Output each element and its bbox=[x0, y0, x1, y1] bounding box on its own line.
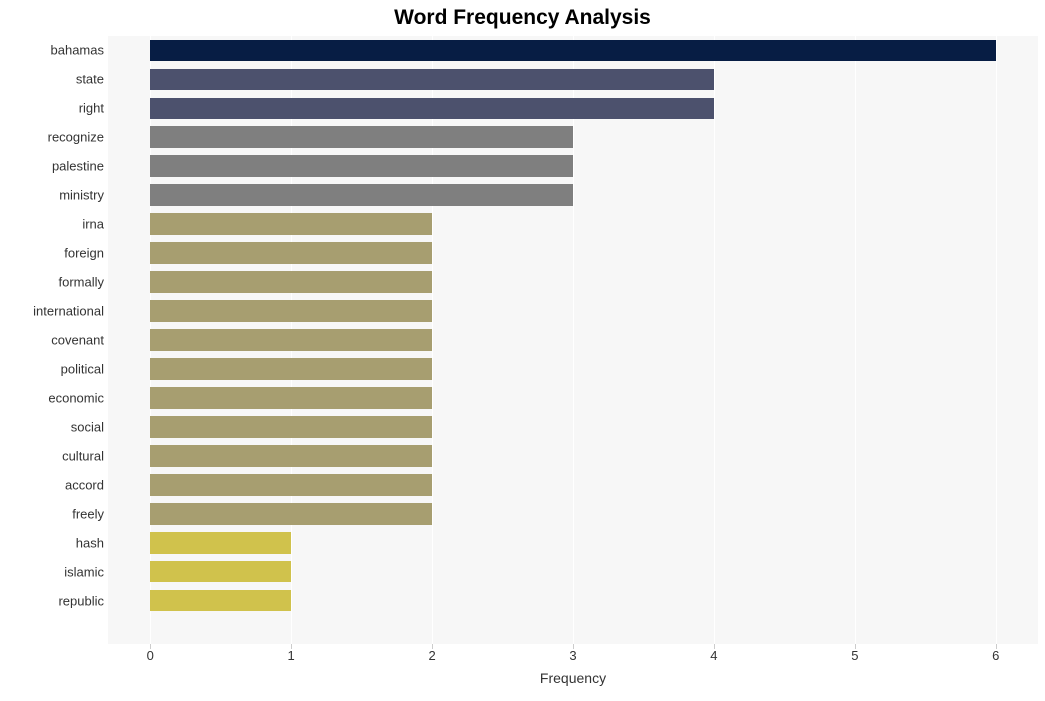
y-tick-label: foreign bbox=[0, 247, 104, 260]
gridline bbox=[573, 36, 574, 644]
bar bbox=[150, 387, 432, 409]
bar bbox=[150, 242, 432, 264]
x-tick-label: 0 bbox=[147, 648, 154, 663]
bar bbox=[150, 503, 432, 525]
gridline bbox=[996, 36, 997, 644]
bar bbox=[150, 98, 714, 120]
bar bbox=[150, 213, 432, 235]
x-axis-label: Frequency bbox=[108, 670, 1038, 686]
y-tick-label: irna bbox=[0, 218, 104, 231]
y-tick-label: right bbox=[0, 102, 104, 115]
y-tick-label: recognize bbox=[0, 131, 104, 144]
x-tick-label: 2 bbox=[428, 648, 435, 663]
bar bbox=[150, 69, 714, 91]
chart-container: Word Frequency Analysis Frequency 0 1 2 3 4 5… bbox=[0, 0, 1045, 701]
y-tick-label: bahamas bbox=[0, 44, 104, 57]
y-tick-label: state bbox=[0, 73, 104, 86]
y-tick-label: economic bbox=[0, 391, 104, 404]
bar bbox=[150, 271, 432, 293]
plot-area bbox=[108, 36, 1038, 644]
gridline bbox=[855, 36, 856, 644]
y-tick-label: covenant bbox=[0, 334, 104, 347]
x-tick-label: 5 bbox=[851, 648, 858, 663]
chart-title: Word Frequency Analysis bbox=[0, 6, 1045, 30]
bar bbox=[150, 40, 995, 62]
x-tick-label: 6 bbox=[992, 648, 999, 663]
x-tick-label: 3 bbox=[569, 648, 576, 663]
bar bbox=[150, 561, 291, 583]
y-tick-label: republic bbox=[0, 594, 104, 607]
y-tick-label: hash bbox=[0, 536, 104, 549]
y-tick-label: freely bbox=[0, 507, 104, 520]
y-tick-label: international bbox=[0, 305, 104, 318]
bar bbox=[150, 590, 291, 612]
y-tick-label: palestine bbox=[0, 160, 104, 173]
bar bbox=[150, 184, 573, 206]
bar bbox=[150, 300, 432, 322]
bar bbox=[150, 416, 432, 438]
y-tick-label: ministry bbox=[0, 189, 104, 202]
gridline bbox=[714, 36, 715, 644]
bar bbox=[150, 358, 432, 380]
x-tick-label: 4 bbox=[710, 648, 717, 663]
bar bbox=[150, 445, 432, 467]
y-tick-label: formally bbox=[0, 276, 104, 289]
bar bbox=[150, 155, 573, 177]
y-tick-label: accord bbox=[0, 478, 104, 491]
y-tick-label: political bbox=[0, 362, 104, 375]
y-tick-label: islamic bbox=[0, 565, 104, 578]
y-tick-label: cultural bbox=[0, 449, 104, 462]
bar bbox=[150, 474, 432, 496]
x-tick-label: 1 bbox=[288, 648, 295, 663]
bar bbox=[150, 532, 291, 554]
bar bbox=[150, 126, 573, 148]
bar bbox=[150, 329, 432, 351]
y-tick-label: social bbox=[0, 420, 104, 433]
